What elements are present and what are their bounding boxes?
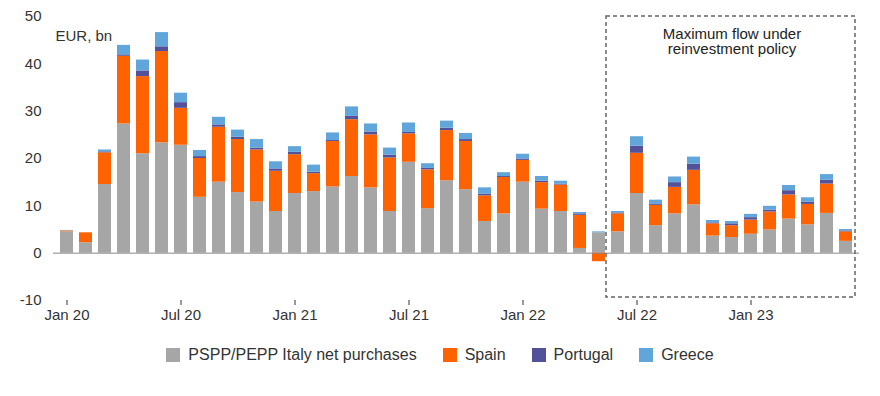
svg-text:20: 20 — [25, 149, 42, 166]
svg-text:Jan 20: Jan 20 — [44, 306, 89, 323]
svg-text:Jul 22: Jul 22 — [617, 306, 657, 323]
svg-text:40: 40 — [25, 55, 42, 72]
svg-text:Jul 20: Jul 20 — [161, 306, 201, 323]
svg-text:10: 10 — [25, 197, 42, 214]
html-text:PSPP/PEPP Italy net purchases: PSPP/PEPP Italy net purchases — [188, 346, 417, 363]
svg-text:Jan 21: Jan 21 — [272, 306, 317, 323]
svg-text:50: 50 — [25, 7, 42, 24]
html-text:Greece: Greece — [661, 346, 714, 363]
svg-text:EUR, bn: EUR, bn — [56, 27, 113, 44]
svg-text:Maximum flow underreinvestment: Maximum flow underreinvestment policy — [663, 25, 801, 57]
svg-text:Jan 22: Jan 22 — [500, 306, 545, 323]
svg-text:0: 0 — [33, 244, 41, 261]
svg-text:30: 30 — [25, 102, 42, 119]
svg-text:Jan 23: Jan 23 — [728, 306, 773, 323]
html-text:Portugal: Portugal — [553, 346, 614, 363]
html-text:Spain: Spain — [464, 346, 506, 363]
svg-text:-10: -10 — [20, 291, 42, 308]
svg-text:Jul 21: Jul 21 — [389, 306, 429, 323]
